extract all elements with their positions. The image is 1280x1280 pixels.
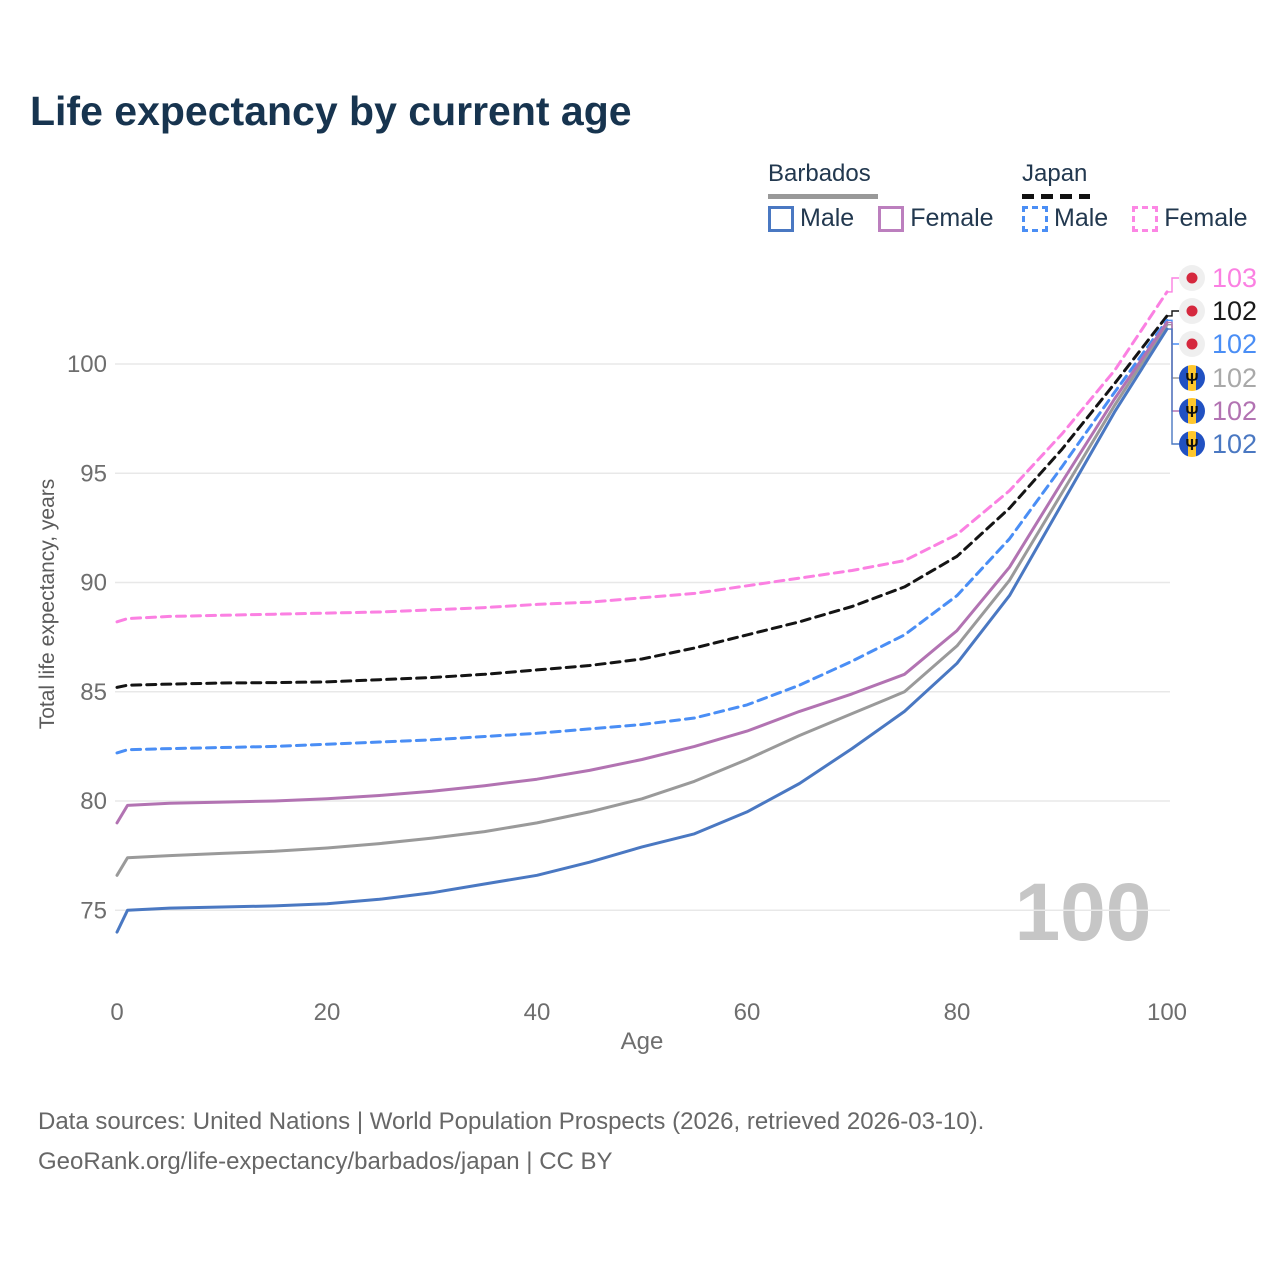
series-connector-barbados-male (1167, 328, 1179, 445)
series-line-japan-male[interactable] (115, 318, 1169, 755)
svg-text:Ψ: Ψ (1186, 404, 1199, 421)
series-line-japan-female[interactable] (115, 290, 1169, 624)
legend-group-japan: Japan (1022, 160, 1090, 199)
end-value-label-japan-male: 102 (1212, 329, 1257, 359)
end-value-label-barbados-male: 102 (1212, 429, 1257, 459)
legend-swatch-japan-male[interactable] (1022, 205, 1048, 232)
japan-flag-icon (1179, 265, 1205, 291)
barbados-flag-icon: Ψ (1179, 398, 1205, 424)
legend-item-barbados-female[interactable]: Female (878, 204, 994, 233)
legend-group-barbados: Barbados (768, 160, 878, 199)
series-connector-japan (1167, 310, 1179, 317)
end-value-label-japan-female: 103 (1212, 263, 1257, 293)
series-connector-japan-female (1167, 277, 1179, 293)
legend-swatch-japan-female[interactable] (1132, 205, 1159, 232)
barbados-flag-icon: Ψ (1179, 365, 1205, 391)
x-tick-label: 80 (944, 999, 971, 1026)
age-watermark: 100 (1015, 867, 1152, 958)
series-line-barbados-male[interactable] (115, 327, 1169, 934)
legend-item-label: Female (910, 204, 994, 232)
legend-row-barbados: Male Female (768, 204, 1018, 233)
legend-item-label: Male (1054, 204, 1109, 232)
series-line-barbados[interactable] (115, 323, 1169, 877)
japan-flag-icon (1179, 298, 1205, 324)
footer-source-line: Data sources: United Nations | World Pop… (38, 1108, 985, 1135)
legend-group-title-barbados[interactable]: Barbados (768, 160, 871, 187)
series-connector-japan-male (1167, 319, 1179, 345)
legend-item-japan-female[interactable]: Female (1132, 204, 1248, 233)
legend-group-title-japan[interactable]: Japan (1022, 160, 1088, 187)
y-tick-label: 85 (80, 679, 107, 706)
page-title: Life expectancy by current age (30, 88, 632, 134)
legend-item-label: Male (800, 204, 855, 232)
x-tick-label: 0 (110, 999, 123, 1026)
barbados-flag-icon: Ψ (1179, 431, 1205, 457)
axis-x-label: Age (620, 1028, 664, 1055)
series-line-japan[interactable] (115, 314, 1169, 689)
legend-swatch-barbados-female[interactable] (878, 205, 905, 232)
legend-underline-japan (1022, 194, 1090, 199)
svg-text:Ψ: Ψ (1186, 371, 1199, 388)
end-value-label-japan: 102 (1212, 296, 1257, 326)
y-tick-label: 100 (67, 351, 107, 378)
y-tick-label: 95 (80, 460, 107, 487)
x-tick-label: 60 (734, 999, 761, 1026)
legend-swatch-barbados-male[interactable] (768, 205, 794, 232)
axis-y-label: Total life expectancy, years (36, 478, 59, 730)
y-tick-label: 80 (80, 788, 107, 815)
series-line-barbados-female[interactable] (115, 321, 1169, 825)
legend-underline-barbados (768, 194, 878, 199)
footer-link-line: GeoRank.org/life-expectancy/barbados/jap… (38, 1148, 613, 1175)
end-value-label-barbados-female: 102 (1212, 396, 1257, 426)
svg-text:Ψ: Ψ (1186, 437, 1199, 454)
legend-row-japan: Male Female (1022, 204, 1272, 233)
end-value-label-barbados: 102 (1212, 363, 1257, 393)
x-tick-label: 40 (524, 999, 551, 1026)
series-connector-barbados-female (1167, 321, 1179, 412)
y-tick-label: 90 (80, 570, 107, 597)
series-connector-barbados (1167, 323, 1179, 379)
legend-item-label: Female (1164, 204, 1248, 232)
x-tick-label: 100 (1147, 999, 1187, 1026)
legend-item-barbados-male[interactable]: Male (768, 204, 854, 233)
y-tick-label: 75 (80, 897, 107, 924)
japan-flag-icon (1179, 331, 1205, 357)
legend-item-japan-male[interactable]: Male (1022, 204, 1108, 233)
x-tick-label: 20 (314, 999, 341, 1026)
